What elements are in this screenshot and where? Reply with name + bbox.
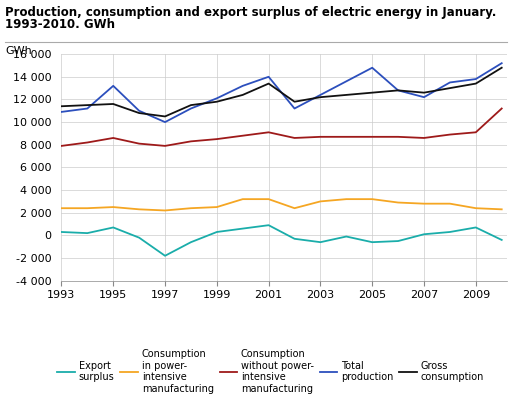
Text: GWh: GWh [5, 46, 32, 56]
Text: 1993-2010. GWh: 1993-2010. GWh [5, 18, 115, 31]
Legend: Export
surplus, Consumption
in power-
intensive
manufacturing, Consumption
witho: Export surplus, Consumption in power- in… [57, 349, 484, 394]
Text: Production, consumption and export surplus of electric energy in January.: Production, consumption and export surpl… [5, 6, 497, 19]
